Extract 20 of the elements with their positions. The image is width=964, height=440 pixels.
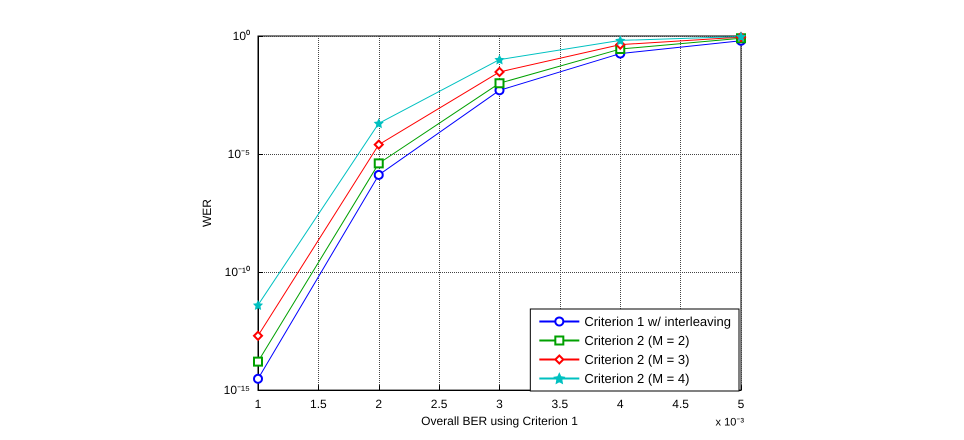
text: x 10⁻³ — [716, 416, 744, 428]
x-tick-label: 4 — [616, 397, 624, 412]
x-tick-label: 3 — [496, 397, 504, 412]
x-axis-title: Overall BER using Criterion 1 — [421, 414, 578, 428]
legend-label: Criterion 2 (M = 3) — [584, 352, 690, 367]
y-axis-title: WER — [200, 198, 214, 228]
y-tick-label: 10⁻¹⁰ — [224, 265, 250, 280]
x-tick-label: 3.5 — [552, 397, 569, 412]
legend-label: Criterion 1 w/ interleaving — [584, 314, 732, 329]
y-tick-label: 10⁰ — [232, 29, 250, 43]
x-tick-label: 1.5 — [310, 397, 328, 412]
x-tick-label: 5 — [738, 397, 745, 412]
x-tick-label: 2 — [375, 397, 382, 412]
legend-label: Criterion 2 (M = 2) — [584, 333, 690, 348]
legend-label: Criterion 2 (M = 4) — [584, 371, 690, 386]
y-tick-label: 10⁻⁵ — [228, 147, 250, 162]
x-tick-label: 2.5 — [430, 397, 448, 412]
x-tick-label: 1 — [254, 397, 262, 412]
x-tick-label: 4.5 — [672, 397, 690, 412]
y-tick-label: 10⁻¹⁵ — [224, 383, 250, 398]
